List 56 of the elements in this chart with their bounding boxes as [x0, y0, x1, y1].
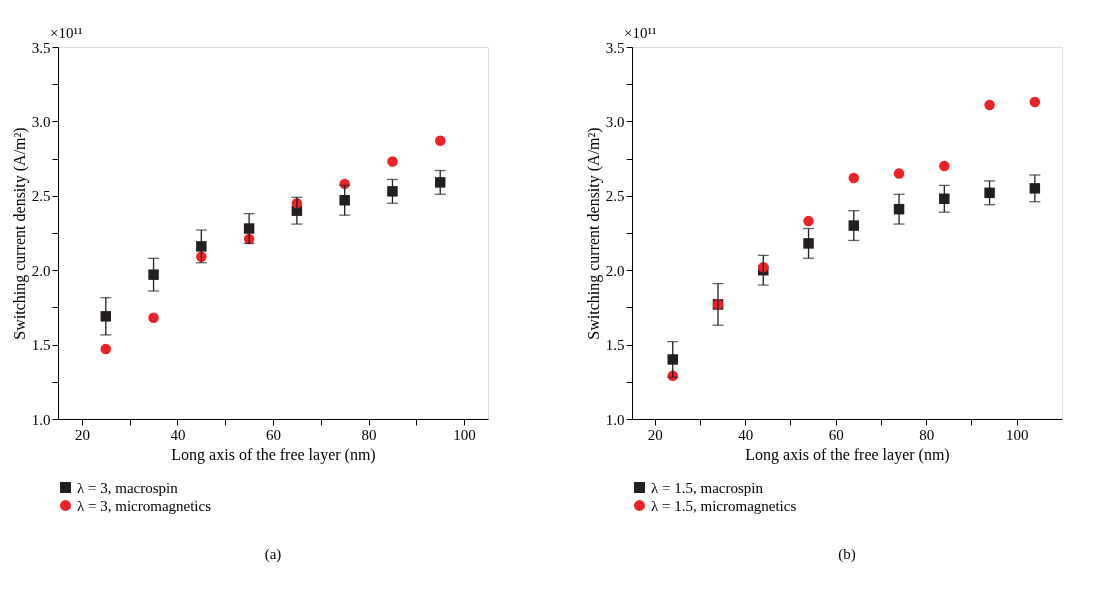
point: [339, 195, 350, 206]
legend-label: λ = 3, macrospin: [77, 479, 179, 496]
point: [848, 172, 860, 184]
point: [434, 177, 446, 188]
point: [939, 160, 950, 172]
point: [148, 312, 159, 324]
x-tick-label: 80: [361, 426, 377, 443]
text: ×10¹¹: [624, 25, 657, 41]
text: (b): [838, 546, 856, 563]
point: [100, 343, 112, 355]
x-tick-label: 60: [828, 426, 844, 443]
point: [100, 311, 112, 322]
point: [148, 269, 159, 280]
point: [667, 354, 678, 365]
point: [893, 168, 905, 179]
x-tick-label: 100: [1005, 426, 1029, 443]
x-tick-label: 40: [738, 426, 754, 443]
point: [387, 186, 398, 197]
point: [196, 241, 207, 252]
y-axis-title: Switching current density (A/m²): [584, 127, 603, 340]
text: ×10¹¹: [50, 25, 83, 41]
point: [984, 99, 995, 111]
point: [803, 215, 814, 227]
x-axis-title: Long axis of the free layer (nm): [171, 445, 376, 464]
legend-label: λ = 1.5, micromagnetics: [651, 497, 797, 514]
legend-label: λ = 1.5, macrospin: [651, 479, 764, 496]
x-axis-title: Long axis of the free layer (nm): [745, 445, 950, 464]
point: [848, 220, 860, 231]
x-tick-label: 60: [266, 426, 281, 443]
y-tick-label: 1.0: [605, 411, 625, 428]
y-tick-label: 3.0: [31, 113, 51, 130]
x-tick-label: 80: [919, 426, 935, 443]
y-tick-label: 3.5: [31, 39, 51, 56]
x-tick-label: 20: [647, 426, 663, 443]
point: [1029, 96, 1041, 108]
x-tick-label: 40: [170, 426, 186, 443]
legend-label: λ = 3, micromagnetics: [77, 497, 212, 514]
x-tick-label: 20: [74, 426, 90, 443]
y-axis-title: Switching current density (A/m²): [10, 127, 29, 340]
y-tick-label: 2.0: [31, 262, 51, 279]
y-tick-label: 1.0: [31, 411, 51, 428]
y-tick-label: 2.5: [31, 188, 51, 205]
text: (a): [264, 546, 282, 563]
y-tick-label: 2.0: [605, 262, 625, 279]
y-tick-label: 1.5: [605, 337, 625, 354]
y-tick-label: 3.5: [605, 39, 625, 56]
y-tick-label: 2.5: [605, 188, 625, 205]
point: [939, 193, 950, 205]
point: [1029, 183, 1041, 194]
point: [984, 187, 995, 199]
point: [387, 156, 398, 167]
y-tick-label: 3.0: [605, 113, 625, 130]
x-tick-label: 100: [453, 426, 476, 443]
point: [434, 135, 446, 146]
point: [803, 238, 814, 249]
y-tick-label: 1.5: [31, 337, 51, 354]
